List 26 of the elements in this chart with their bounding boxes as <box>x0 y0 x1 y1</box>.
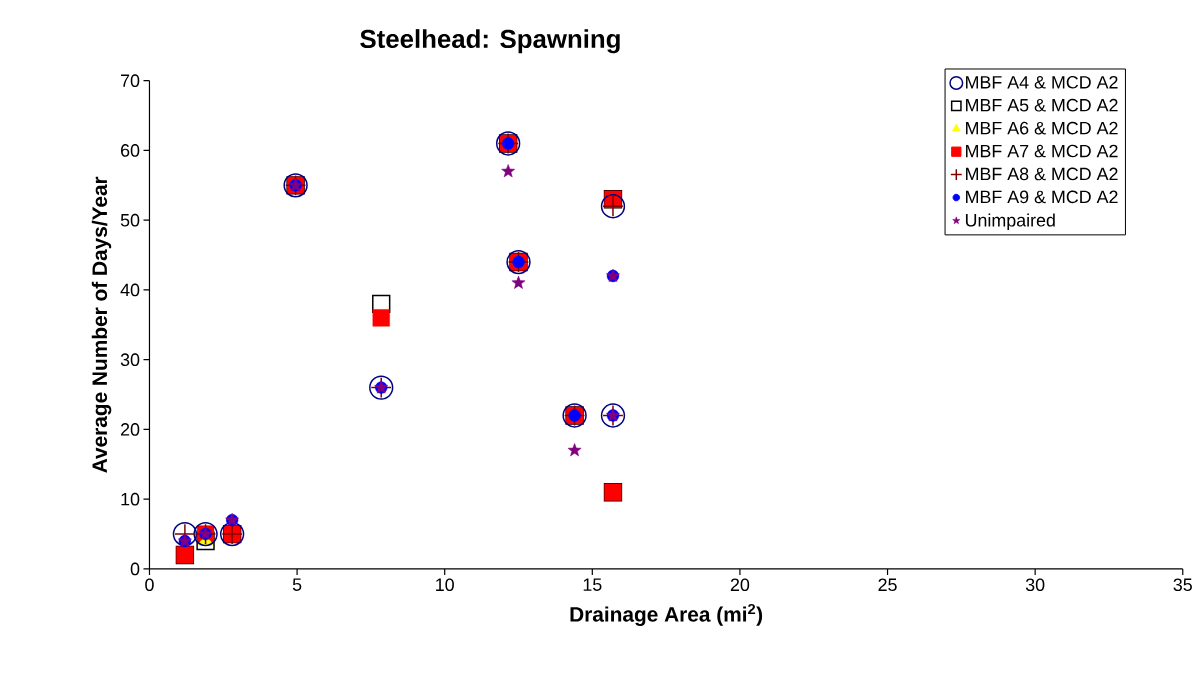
y-tick-label: 30 <box>120 353 140 366</box>
y-tick-label: 10 <box>121 492 140 506</box>
chart-title: Steelhead: Spawning <box>360 28 620 54</box>
y-tick-label: 0 <box>130 562 140 576</box>
x-axis-title: Drainage Area (mi$^{2}$) <box>570 603 763 626</box>
legend-label: MBF A5 & MCD A2 <box>966 98 1118 112</box>
x-tick-label: 15 <box>583 578 602 591</box>
x-tick-label: 0 <box>145 578 154 591</box>
legend-label: MBF A6 & MCD A2 <box>966 121 1118 135</box>
y-tick-label: 70 <box>121 74 140 87</box>
legend-label: MBF A4 & MCD A2 <box>966 75 1118 89</box>
x-tick-label: 20 <box>730 578 750 591</box>
x-tick-label: 25 <box>878 578 897 591</box>
legend-label: Unimpaired <box>965 213 1055 230</box>
x-tick-label: 35 <box>1173 578 1192 591</box>
x-tick-label: 30 <box>1025 578 1045 591</box>
legend-label: MBF A9 & MCD A2 <box>966 190 1118 203</box>
y-tick-label: 60 <box>121 143 140 157</box>
y-tick-label: 50 <box>120 213 140 227</box>
x-tick-label: 5 <box>292 578 302 591</box>
legend-label: MBF A7 & MCD A2 <box>966 144 1118 158</box>
x-tick-label: 10 <box>436 578 454 591</box>
y-axis-title: Average Number of Days/Year <box>91 176 112 473</box>
y-tick-label: 40 <box>120 283 140 297</box>
legend-label: MBF A8 & MCD A2 <box>966 167 1118 181</box>
y-tick-label: 20 <box>121 422 140 436</box>
